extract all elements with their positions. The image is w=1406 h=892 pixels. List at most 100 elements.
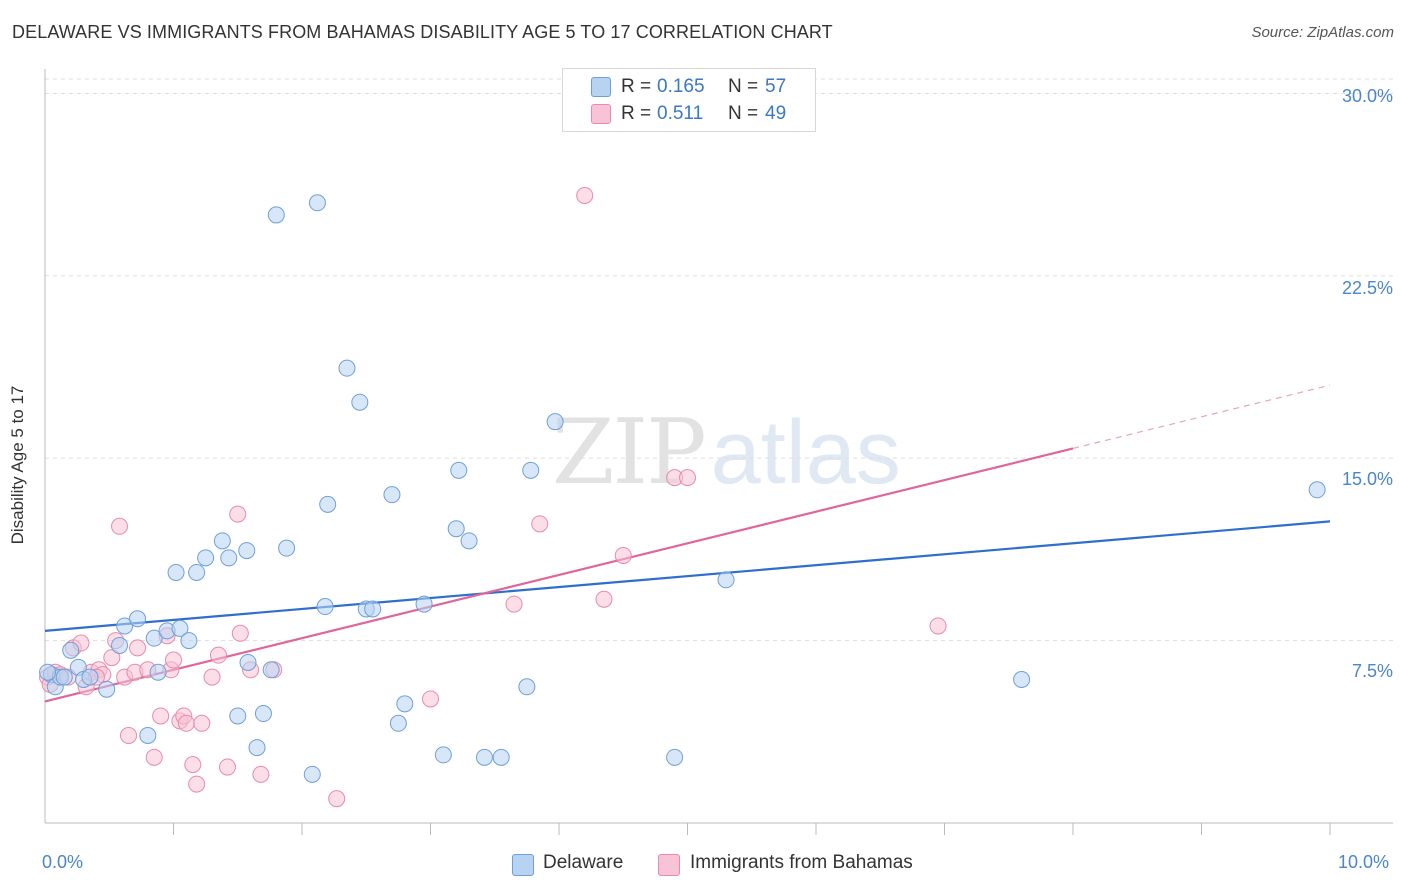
delaware-point (213, 532, 231, 550)
delaware-point (546, 413, 564, 431)
bahamas-point (129, 639, 147, 657)
delaware-point (492, 748, 510, 766)
delaware-point (267, 206, 285, 224)
y-tick-label: 30.0% (1341, 86, 1393, 106)
delaware-point (383, 486, 401, 504)
bahamas-point (184, 756, 202, 774)
x-tick-label: 10.0% (1338, 852, 1390, 872)
delaware-point (717, 571, 735, 589)
delaware-point (308, 194, 326, 212)
delaware-point (248, 739, 266, 757)
y-tick-label: 15.0% (1341, 469, 1393, 489)
delaware-trendline (44, 520, 1331, 632)
delaware-point (39, 663, 57, 681)
delaware-point (129, 610, 147, 628)
delaware-point (145, 629, 163, 647)
bahamas-point (328, 790, 346, 808)
delaware-point (518, 678, 536, 696)
bahamas-point (152, 707, 170, 725)
bahamas-point (120, 726, 138, 744)
delaware-point (364, 600, 382, 618)
y-tick-label: 7.5% (1351, 661, 1393, 681)
bahamas-point (576, 186, 594, 204)
delaware-point (180, 632, 198, 650)
delaware-point (111, 636, 129, 654)
delaware-swatch (591, 77, 611, 97)
bahamas-point (203, 668, 221, 686)
chart-title: DELAWARE VS IMMIGRANTS FROM BAHAMAS DISA… (12, 22, 833, 42)
correlation-legend: R = 0.165 N = 57 R = 0.511 N = 49 (562, 68, 816, 132)
axes (44, 69, 1393, 835)
x-tick-label: 0.0% (42, 852, 84, 872)
delaware-point (396, 695, 414, 713)
bahamas-swatch (591, 104, 611, 124)
delaware-point (171, 619, 189, 637)
delaware-legend-label: Delaware (543, 852, 624, 873)
bahamas-r-value: 0.511 (657, 103, 704, 124)
bahamas-point (145, 748, 163, 766)
trendlines (44, 384, 1331, 703)
bahamas-point (218, 758, 236, 776)
delaware-point (1308, 481, 1326, 499)
bahamas-point (505, 595, 523, 613)
bahamas-point (177, 714, 195, 732)
delaware-point (415, 595, 433, 613)
delaware-point (475, 748, 493, 766)
delaware-point (254, 705, 272, 723)
bahamas-point (111, 517, 129, 535)
delaware-legend-swatch (512, 854, 534, 876)
delaware-point (229, 707, 247, 725)
bahamas-point (165, 651, 182, 669)
bahamas-point (209, 646, 227, 664)
delaware-n-value: 57 (765, 76, 787, 97)
bahamas-point (193, 714, 211, 732)
delaware-point (1013, 670, 1031, 688)
bahamas-n-value: 49 (765, 103, 787, 124)
delaware-point (238, 542, 256, 560)
delaware-point (447, 520, 465, 538)
delaware-point (116, 617, 134, 635)
bahamas-point (231, 624, 249, 642)
delaware-point (98, 680, 116, 698)
delaware-point (149, 663, 167, 681)
bahamas-point (614, 546, 632, 564)
bahamas-point (252, 765, 270, 783)
bahamas-point (679, 469, 696, 487)
bahamas-legend-label: Immigrants from Bahamas (690, 852, 913, 873)
source-label: Source: ZipAtlas.com (1251, 24, 1394, 41)
delaware-point (522, 461, 540, 479)
delaware-point (434, 746, 452, 764)
bahamas-point (595, 590, 613, 608)
delaware-point (188, 563, 206, 581)
bahamas-point (929, 617, 947, 635)
delaware-point (55, 668, 73, 686)
delaware-point (389, 714, 407, 732)
delaware-point (319, 495, 337, 513)
delaware-point (81, 668, 99, 686)
y-axis-label: Disability Age 5 to 17 (8, 385, 27, 545)
y-tick-label: 22.5% (1341, 278, 1393, 298)
delaware-point (666, 748, 684, 766)
delaware-point (351, 393, 369, 411)
delaware-point (460, 532, 478, 550)
data-points (39, 186, 1326, 808)
delaware-r-value: 0.165 (657, 76, 705, 97)
bahamas-point (531, 515, 549, 533)
delaware-point (62, 641, 80, 659)
delaware-point (167, 563, 185, 581)
delaware-point (316, 598, 334, 616)
delaware-point (303, 765, 321, 783)
bahamas-point (422, 690, 439, 708)
delaware-point (278, 539, 296, 557)
delaware-point (262, 661, 280, 679)
delaware-point (239, 653, 257, 671)
bahamas-point (229, 505, 247, 523)
delaware-point (139, 726, 157, 744)
bahamas-legend-swatch (658, 854, 680, 876)
delaware-point (220, 549, 238, 567)
delaware-point (338, 359, 356, 377)
bahamas-trendline-extension (1072, 384, 1331, 450)
delaware-point (197, 549, 215, 567)
bahamas-point (103, 649, 121, 667)
